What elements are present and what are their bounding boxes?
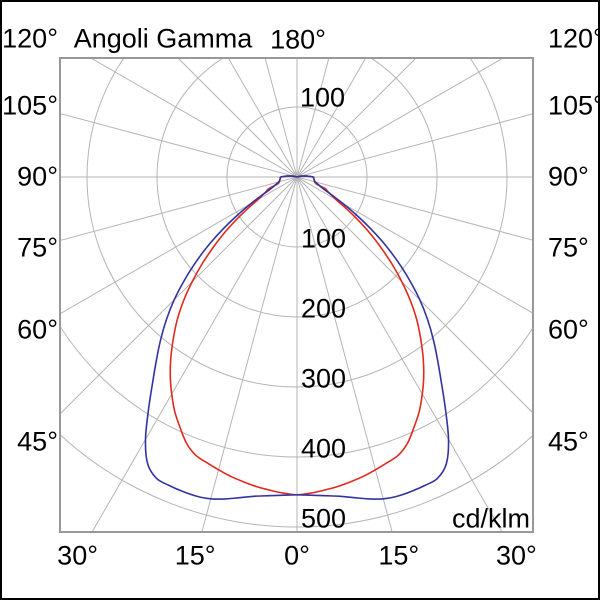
side-angle-label-left-120: 120°	[2, 23, 58, 54]
ring-label-100-upper: 100	[300, 82, 346, 113]
grid-ring-300	[86, 58, 508, 388]
chart-title: Angoli Gamma	[73, 23, 253, 54]
bottom-angle-label-0: 30°	[57, 540, 99, 571]
bottom-angle-label-2: 0°	[284, 540, 310, 571]
side-angle-label-right-120: 120°	[548, 23, 600, 54]
bottom-angle-label-1: 15°	[174, 540, 216, 571]
blue-curve	[144, 175, 450, 500]
side-angle-label-left-75: 75°	[17, 232, 58, 263]
side-angle-label-right-75: 75°	[548, 232, 589, 263]
side-angle-label-left-45: 45°	[17, 426, 58, 457]
grid-ring-400	[60, 325, 533, 458]
side-angle-label-left-60: 60°	[17, 314, 58, 345]
plot-border	[59, 57, 534, 533]
side-angle-label-right-45: 45°	[548, 426, 589, 457]
bottom-angle-label-4: 30°	[495, 540, 537, 571]
grid-ring-200	[156, 58, 438, 318]
side-angle-label-right-60: 60°	[548, 314, 589, 345]
side-angle-label-right-90: 90°	[548, 161, 589, 192]
grid-ring-100	[226, 106, 368, 248]
bottom-angle-label-3: 15°	[378, 540, 420, 571]
top-angle-label-180: 180°	[270, 24, 326, 55]
side-angle-label-left-90: 90°	[17, 161, 58, 192]
ring-label-200: 200	[301, 293, 347, 324]
unit-label: cd/klm	[451, 503, 530, 534]
ring-label-300: 300	[301, 363, 347, 394]
ring-label-400: 400	[301, 433, 347, 464]
grid-ring-500	[60, 433, 533, 528]
ring-label-500: 500	[301, 503, 347, 534]
side-angle-label-left-105: 105°	[2, 90, 58, 121]
side-angle-label-right-105: 105°	[548, 90, 600, 121]
ring-label-100: 100	[301, 223, 347, 254]
